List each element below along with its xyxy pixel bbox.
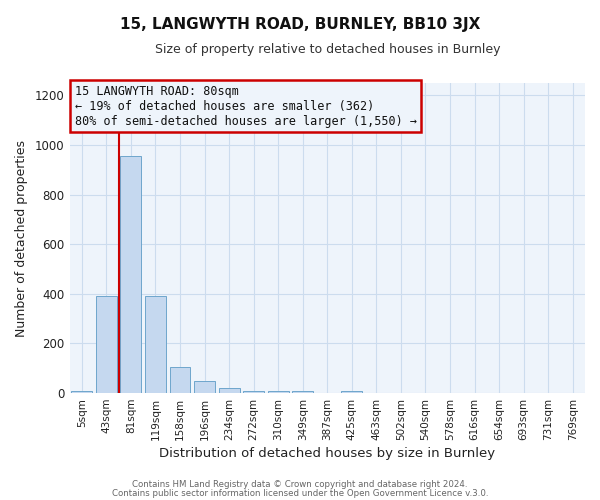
Bar <box>268 391 289 393</box>
Bar <box>243 390 264 393</box>
Bar <box>145 296 166 393</box>
Title: Size of property relative to detached houses in Burnley: Size of property relative to detached ho… <box>155 42 500 56</box>
Bar <box>96 296 117 393</box>
Text: Contains HM Land Registry data © Crown copyright and database right 2024.: Contains HM Land Registry data © Crown c… <box>132 480 468 489</box>
Text: 15 LANGWYTH ROAD: 80sqm
← 19% of detached houses are smaller (362)
80% of semi-d: 15 LANGWYTH ROAD: 80sqm ← 19% of detache… <box>75 84 417 128</box>
Bar <box>292 390 313 393</box>
Bar <box>341 391 362 393</box>
Bar <box>194 380 215 393</box>
Bar <box>218 388 239 393</box>
Bar <box>121 156 142 393</box>
Y-axis label: Number of detached properties: Number of detached properties <box>15 140 28 336</box>
Text: Contains public sector information licensed under the Open Government Licence v.: Contains public sector information licen… <box>112 488 488 498</box>
Bar <box>170 367 190 393</box>
Bar <box>71 390 92 393</box>
Text: 15, LANGWYTH ROAD, BURNLEY, BB10 3JX: 15, LANGWYTH ROAD, BURNLEY, BB10 3JX <box>120 18 480 32</box>
X-axis label: Distribution of detached houses by size in Burnley: Distribution of detached houses by size … <box>159 447 496 460</box>
